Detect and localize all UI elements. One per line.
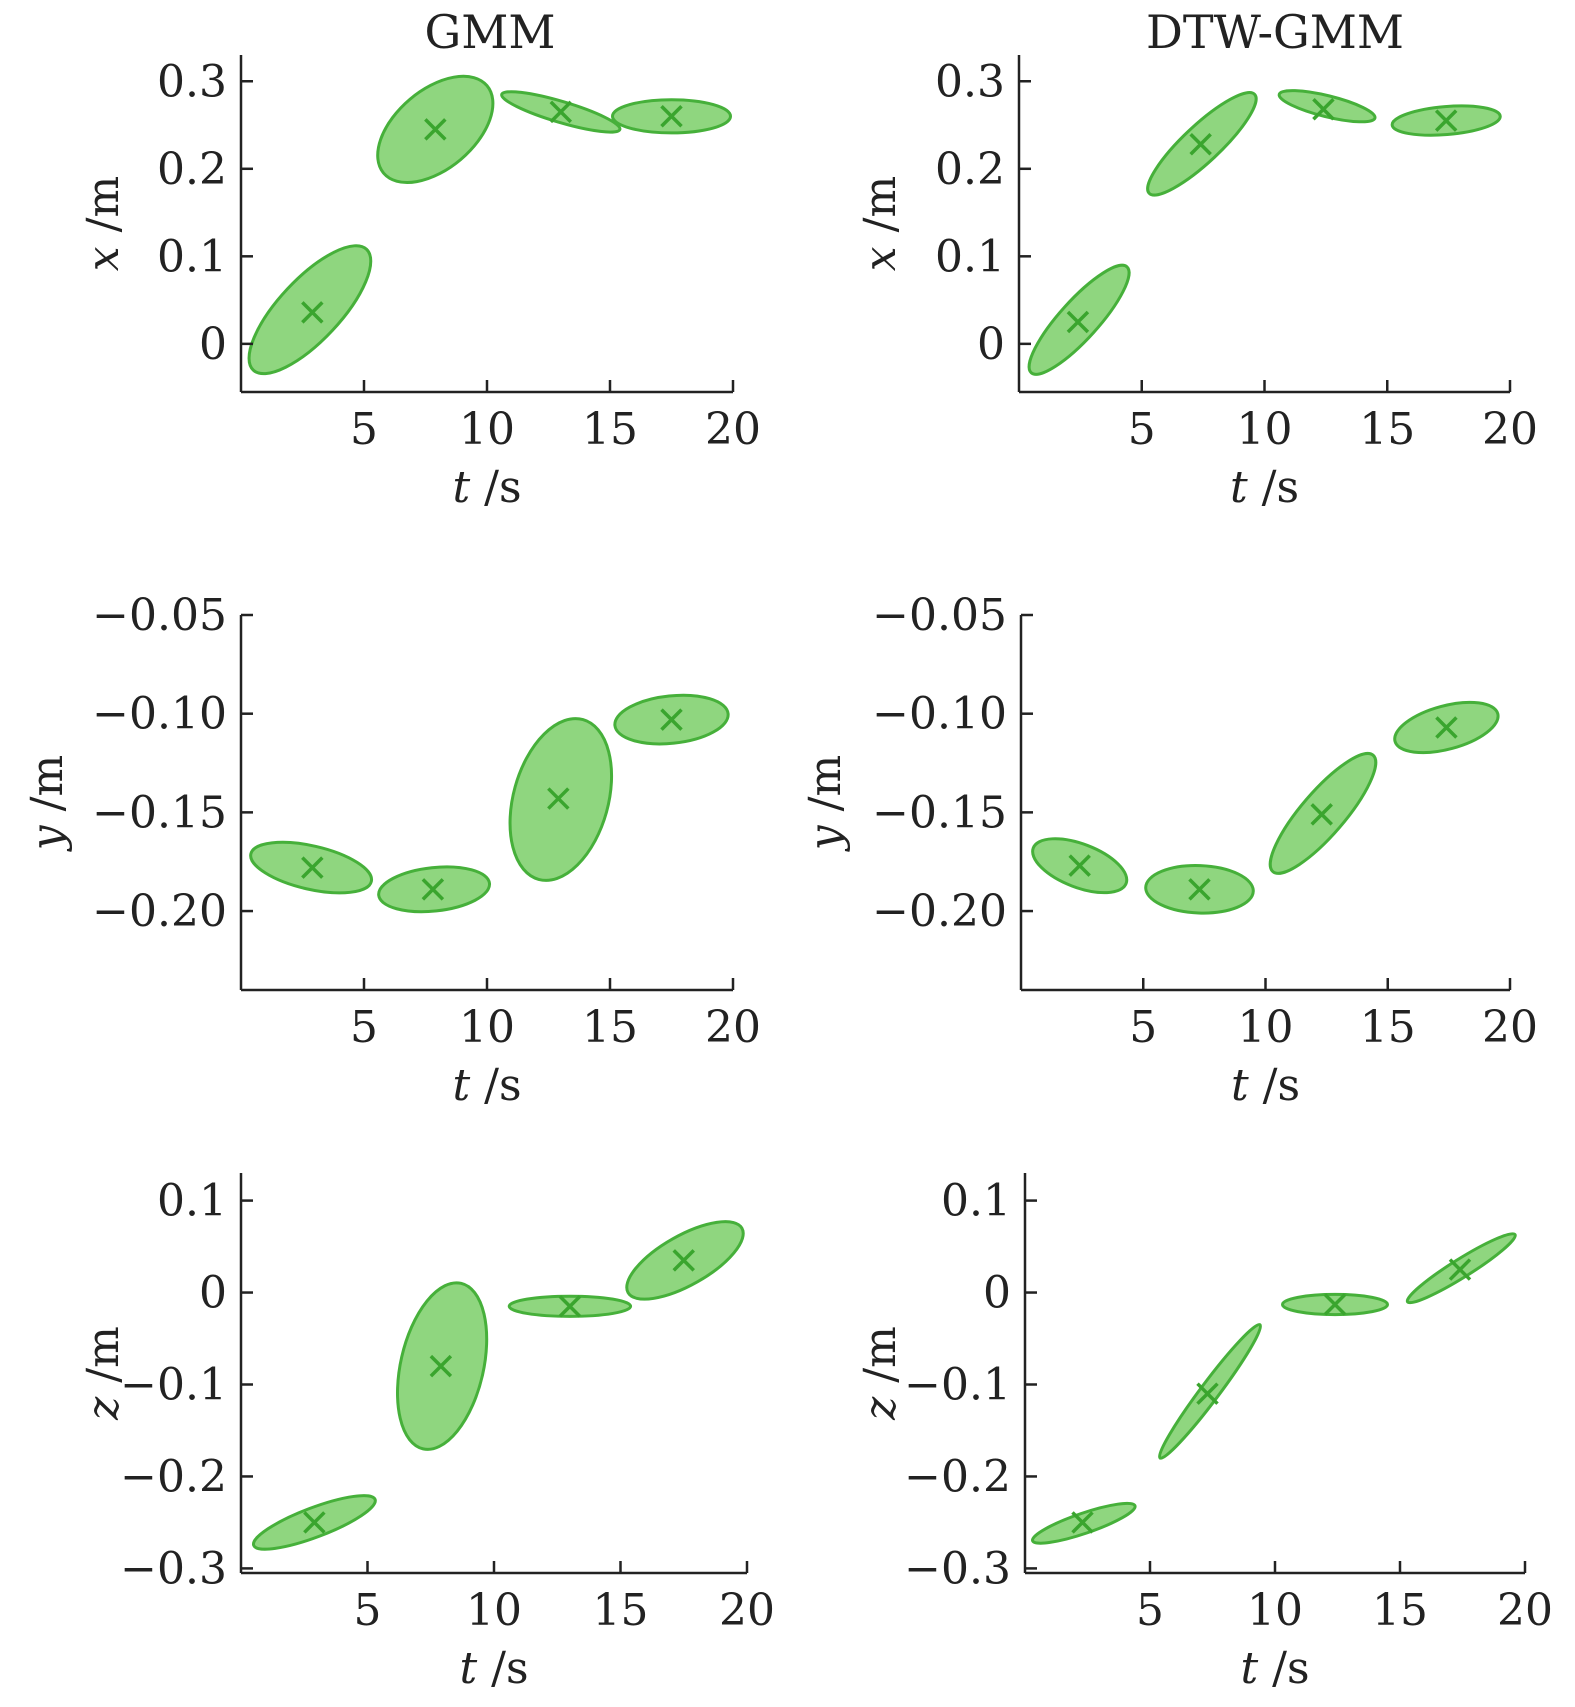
panel-5: 5 10 15 20 0.1 0 −0.1 −0.2 −0.3 t /s z /m [78,1173,775,1694]
component-mean-marker [303,1511,326,1534]
x-tick-label: 15 [582,404,638,455]
x-tick-label: 10 [1237,404,1293,455]
x-axis-label: t /s [1230,462,1299,513]
component-mean-marker [660,105,683,128]
y-tick-label: 0.2 [935,144,1005,195]
y-tick-label: −0.05 [872,590,1007,641]
component-mean-marker [547,787,570,810]
component-mean-marker [660,708,683,731]
y-axis-label: x /m [78,176,129,271]
y-axis-label: y /m [800,755,851,852]
component-mean-marker [558,1295,582,1318]
y-tick-label: −0.2 [904,1451,1011,1502]
y-tick-label: 0 [983,1268,1011,1319]
x-tick-label: 10 [459,1002,515,1053]
y-tick-label: 0.1 [157,231,227,282]
component-mean-marker [1196,1382,1219,1405]
component-mean-marker [1312,98,1335,121]
component-mean-marker [1323,1293,1347,1316]
component-mean-marker [549,100,573,124]
y-tick-label: −0.20 [92,886,227,937]
component-mean-marker [1448,1258,1472,1281]
x-tick-label: 5 [1129,1002,1157,1053]
x-tick-label: 10 [1238,1002,1294,1053]
x-axis-label: t /s [1231,1060,1300,1111]
x-tick-label: 5 [350,404,378,455]
component-mean-marker [1068,854,1091,877]
x-tick-label: 10 [466,1585,522,1636]
component-mean-marker [421,878,445,901]
component-mean-marker [424,118,447,141]
panel-6: 5 10 15 20 0.1 0 −0.1 −0.2 −0.3 t /s z /m [855,1173,1553,1694]
component-mean-marker [1071,1511,1094,1534]
x-tick-label: 20 [705,404,761,455]
x-tick-label: 5 [1136,1585,1164,1636]
x-tick-label: 20 [705,1002,761,1053]
y-tick-label: 0 [977,319,1005,370]
x-tick-label: 15 [1372,1585,1428,1636]
component-mean-marker [1188,878,1211,901]
title-dtw-gmm: DTW-GMM [1146,5,1404,59]
x-tick-label: 5 [1128,404,1156,455]
y-tick-label: 0.2 [157,144,227,195]
x-tick-label: 10 [1247,1585,1303,1636]
y-tick-label: −0.1 [120,1359,227,1410]
title-gmm: GMM [425,5,556,59]
y-tick-label: −0.10 [92,689,227,740]
x-tick-label: 15 [1359,404,1415,455]
y-axis-label: z /m [855,1326,906,1421]
x-tick-label: 5 [354,1585,382,1636]
y-tick-label: −0.20 [872,886,1007,937]
y-tick-label: −0.2 [120,1451,227,1502]
y-tick-label: 0 [199,319,227,370]
y-tick-label: 0.3 [157,56,227,107]
y-axis-label: x /m [855,176,906,271]
y-tick-label: −0.05 [92,590,227,641]
x-tick-label: 20 [1482,404,1538,455]
y-tick-label: 0.3 [935,56,1005,107]
component-mean-marker [1435,716,1458,739]
y-tick-label: −0.15 [872,787,1007,838]
component-mean-marker [1434,109,1458,132]
x-tick-label: 20 [719,1585,775,1636]
component-mean-marker [301,856,324,879]
y-tick-label: 0.1 [157,1176,227,1227]
panel-1: 5 10 15 20 0 0.1 0.2 0.3 t /s x /m [78,55,761,513]
x-tick-label: 15 [582,1002,638,1053]
x-tick-label: 20 [1497,1585,1553,1636]
component-mean-marker [1066,310,1090,334]
y-tick-label: 0.1 [941,1176,1011,1227]
y-tick-label: −0.15 [92,787,227,838]
x-tick-label: 15 [593,1585,649,1636]
y-tick-label: −0.1 [904,1359,1011,1410]
x-axis-label: t /s [1240,1643,1309,1694]
x-axis-label: t /s [452,1060,521,1111]
component-mean-marker [301,301,324,324]
panel-2: 5 10 15 20 0 0.1 0.2 0.3 t /s x /m [855,55,1538,513]
x-axis-label: t /s [452,462,521,513]
y-axis-label: y /m [22,755,73,852]
component-mean-marker [1310,803,1333,826]
x-tick-label: 20 [1482,1002,1538,1053]
y-tick-label: −0.10 [872,689,1007,740]
y-tick-label: −0.3 [120,1543,227,1594]
x-tick-label: 10 [459,404,515,455]
x-tick-label: 5 [350,1002,378,1053]
component-mean-marker [1189,133,1212,156]
component-mean-marker [429,1354,453,1378]
panel-4: 5 10 15 20 −0.05 −0.10 −0.15 −0.20 t /s y /m [800,590,1538,1111]
y-axis-label: z /m [78,1326,129,1421]
y-tick-label: 0.1 [935,231,1005,282]
component-mean-marker [672,1249,695,1272]
y-tick-label: 0 [199,1268,227,1319]
panel-3: 5 10 15 20 −0.05 −0.10 −0.15 −0.20 t /s y /m [22,590,761,1111]
x-axis-label: t /s [459,1643,528,1694]
x-tick-label: 15 [1360,1002,1416,1053]
y-tick-label: −0.3 [904,1543,1011,1594]
